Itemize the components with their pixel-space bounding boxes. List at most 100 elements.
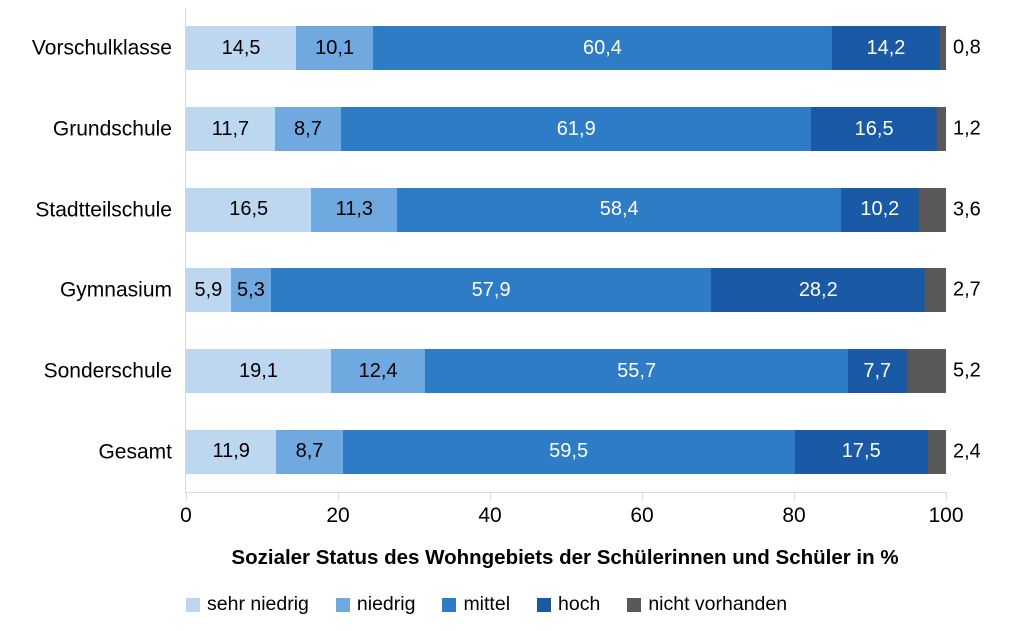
value-label: 5,3 — [237, 278, 265, 301]
value-label: 8,7 — [294, 117, 322, 140]
bar-segment-hoch: 10,2 — [841, 187, 919, 232]
legend-label: mittel — [463, 593, 511, 615]
value-label: 7,7 — [863, 359, 892, 382]
legend-label: sehr niedrig — [207, 593, 309, 615]
bar-track: 5,9 5,3 57,9 28,2 2,7 — [186, 268, 981, 313]
bar-track: 16,5 11,3 58,4 10,2 3,6 — [186, 187, 981, 232]
value-label-outside: 5,2 — [953, 359, 981, 382]
value-label: 10,2 — [860, 198, 900, 221]
bar-segment-mittel: 57,9 — [271, 268, 712, 313]
x-axis-tickmark — [794, 493, 795, 501]
bar-segment-sehr-niedrig: 11,7 — [186, 107, 275, 151]
x-axis-tickmark — [490, 493, 491, 501]
x-axis-tickmark — [946, 493, 947, 501]
value-label-outside: 2,7 — [953, 278, 981, 301]
bar-fill: 14,5 10,1 60,4 14,2 0,8 — [186, 26, 981, 71]
x-axis-tickmark — [186, 493, 187, 501]
bar-segment-hoch: 7,7 — [848, 349, 907, 394]
bar-segment-mittel: 61,9 — [341, 107, 812, 151]
value-label: 14,2 — [866, 36, 906, 59]
legend-label: nicht vorhanden — [648, 593, 788, 615]
value-label: 10,1 — [315, 36, 355, 59]
bar-segment-mittel: 60,4 — [372, 26, 832, 71]
bar-segment-sehr-niedrig: 19,1 — [186, 349, 332, 394]
plot-rows: Vorschulklasse 14,5 10,1 60,4 14,2 0,8 Grundsc… — [0, 8, 1024, 492]
bar-segment-nicht-vorhanden — [939, 26, 946, 71]
bar-segment-sehr-niedrig: 14,5 — [186, 26, 297, 71]
x-axis-tick-label: 0 — [180, 504, 192, 527]
x-axis-tick-label: 80 — [782, 504, 806, 527]
category-label-sonderschule: Sonderschule — [43, 359, 172, 383]
bar-segment-mittel: 58,4 — [397, 187, 842, 232]
bar-segment-niedrig: 8,7 — [274, 107, 342, 151]
bar-segment-sehr-niedrig: 11,9 — [186, 429, 277, 474]
x-axis-tickmark — [338, 493, 339, 501]
bar-segment-nicht-vorhanden — [918, 187, 946, 232]
value-label: 61,9 — [556, 117, 596, 140]
legend-label: niedrig — [356, 593, 416, 615]
value-label: 16,5 — [854, 117, 894, 140]
value-label: 11,3 — [335, 198, 374, 221]
bar-row: Stadtteilschule 16,5 11,3 58,4 10,2 3,6 — [0, 169, 1024, 250]
legend-swatch-hoch — [537, 597, 552, 612]
value-label: 11,7 — [211, 117, 250, 140]
bar-segment-niedrig: 8,7 — [276, 429, 343, 474]
value-label: 59,5 — [549, 440, 589, 463]
value-label: 17,5 — [841, 440, 881, 463]
x-axis-tick-label: 60 — [630, 504, 654, 527]
category-label-grundschule: Grundschule — [52, 117, 172, 141]
bar-segment-niedrig: 5,3 — [230, 268, 272, 313]
bar-segment-niedrig: 10,1 — [296, 26, 373, 71]
x-axis-tickmarks — [186, 493, 947, 501]
x-axis-line — [185, 492, 947, 493]
bar-track: 11,7 8,7 61,9 16,5 1,2 — [186, 107, 981, 151]
legend: sehr niedrig niedrig mittel hoch nicht vorha… — [186, 593, 787, 616]
value-label: 11,9 — [212, 440, 250, 463]
bar-segment-niedrig: 11,3 — [311, 187, 398, 232]
value-label: 14,5 — [221, 36, 261, 59]
legend-swatch-niedrig — [335, 597, 350, 612]
bar-fill: 19,1 12,4 55,7 7,7 5,2 — [186, 349, 981, 394]
value-label-outside: 3,6 — [953, 198, 981, 221]
value-label: 60,4 — [582, 36, 622, 59]
bar-segment-nicht-vorhanden — [925, 268, 946, 313]
bar-segment-mittel: 59,5 — [342, 429, 795, 474]
bar-segment-niedrig: 12,4 — [331, 349, 426, 394]
bar-segment-hoch: 16,5 — [811, 107, 937, 151]
bar-segment-nicht-vorhanden — [906, 349, 946, 394]
value-label: 5,9 — [194, 278, 223, 301]
legend-swatch-sehr-niedrig — [186, 597, 200, 612]
category-label-stadtteilschule: Stadtteilschule — [35, 198, 172, 222]
value-label: 55,7 — [617, 359, 657, 382]
x-axis-ticklabels: 0 20 40 60 80 100 — [180, 504, 963, 530]
x-axis-tick-label: 100 — [928, 504, 964, 527]
value-label: 8,7 — [295, 440, 324, 463]
bar-track: 11,9 8,7 59,5 17,5 2,4 — [186, 429, 981, 474]
value-label: 16,5 — [229, 198, 269, 221]
bar-fill: 11,7 8,7 61,9 16,5 1,2 — [186, 107, 981, 151]
bar-track: 19,1 12,4 55,7 7,7 5,2 — [186, 349, 981, 394]
bar-fill: 11,9 8,7 59,5 17,5 2,4 — [186, 429, 981, 474]
value-label: 19,1 — [239, 359, 278, 382]
bar-segment-sehr-niedrig: 5,9 — [186, 268, 231, 313]
category-label-vorschulklasse: Vorschulklasse — [31, 36, 172, 60]
x-axis-tick-label: 20 — [326, 504, 350, 527]
bar-segment-hoch: 28,2 — [711, 268, 926, 313]
value-label-outside: 1,2 — [953, 117, 981, 140]
bar-segment-mittel: 55,7 — [425, 349, 849, 394]
legend-item-sehr-niedrig: sehr niedrig — [186, 593, 309, 616]
x-axis-tick-label: 40 — [478, 504, 502, 527]
bar-segment-nicht-vorhanden — [927, 429, 946, 474]
legend-swatch-mittel — [442, 597, 457, 612]
bar-row: Grundschule 11,7 8,7 61,9 16,5 1,2 — [0, 89, 1024, 170]
value-label-outside: 2,4 — [953, 440, 981, 463]
legend-swatch-nicht-vorhanden — [627, 597, 642, 612]
category-label-gymnasium: Gymnasium — [59, 278, 172, 302]
bar-row: Vorschulklasse 14,5 10,1 60,4 14,2 0,8 — [0, 8, 1024, 89]
bar-fill: 5,9 5,3 57,9 28,2 2,7 — [186, 268, 981, 313]
bar-row: Gymnasium 5,9 5,3 57,9 28,2 2,7 — [0, 250, 1024, 331]
bar-row: Sonderschule 19,1 12,4 55,7 7,7 5,2 — [0, 331, 1024, 412]
value-label: 28,2 — [798, 278, 838, 301]
bar-row: Gesamt 11,9 8,7 59,5 17,5 2,4 — [0, 411, 1024, 492]
